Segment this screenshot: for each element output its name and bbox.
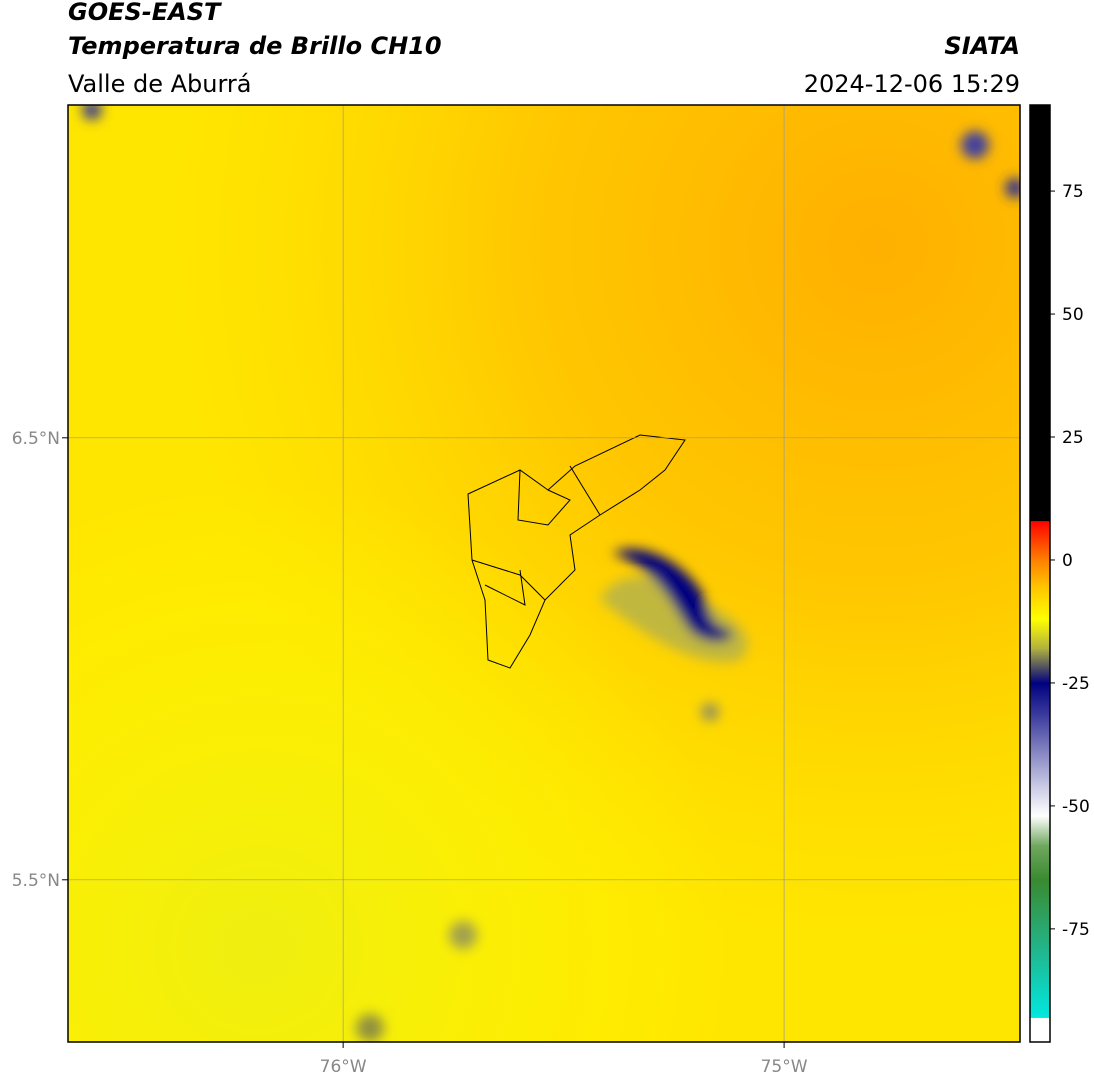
colorbar-tick-label: -75 <box>1062 920 1090 940</box>
colorbar-segment <box>1030 845 1050 881</box>
colorbar-tick-label: 25 <box>1062 428 1084 448</box>
colorbar-tick-label: 50 <box>1062 305 1084 325</box>
colorbar-segment <box>1030 781 1050 817</box>
clouds <box>82 105 1020 1042</box>
colorbar-segment <box>1030 717 1050 782</box>
colorbar-segment <box>1030 618 1050 650</box>
colorbar-segment <box>1030 105 1050 522</box>
region: Valle de Aburrá <box>68 70 252 98</box>
colorbar-tick-label: -25 <box>1062 674 1090 694</box>
colorbar-segment <box>1030 682 1050 718</box>
x-tick-label: 75°W <box>761 1057 808 1077</box>
municipalities <box>467 434 686 669</box>
map-frame <box>67 104 1021 1043</box>
colorbar-tick-label: 0 <box>1062 551 1073 571</box>
colorbar-segment <box>1030 953 1050 1018</box>
colorbar-segment <box>1030 520 1050 561</box>
colorbar-segment <box>1030 1017 1050 1043</box>
colorbar-segment <box>1030 559 1050 586</box>
colorbar-segment <box>1030 879 1050 954</box>
source: SIATA <box>944 32 1020 60</box>
subtitle: Temperatura de Brillo CH10 <box>68 32 442 60</box>
colorbar-segment <box>1030 648 1050 684</box>
colorbar-tick-label: -50 <box>1062 797 1090 817</box>
colorbar-frame <box>1029 104 1051 1043</box>
y-tick-label: 6.5°N <box>12 429 60 449</box>
x-tick-label: 76°W <box>320 1057 367 1077</box>
cool-area <box>68 105 1020 1042</box>
y-tick-label: 5.5°N <box>12 871 60 891</box>
colorbar-segment <box>1030 584 1050 620</box>
colorbar-tick-label: 75 <box>1062 182 1084 202</box>
title: GOES-EAST <box>68 0 222 26</box>
colorbar-segment <box>1030 815 1050 846</box>
map-field <box>68 105 1020 1042</box>
datetime: 2024-12-06 15:29 <box>804 70 1020 98</box>
